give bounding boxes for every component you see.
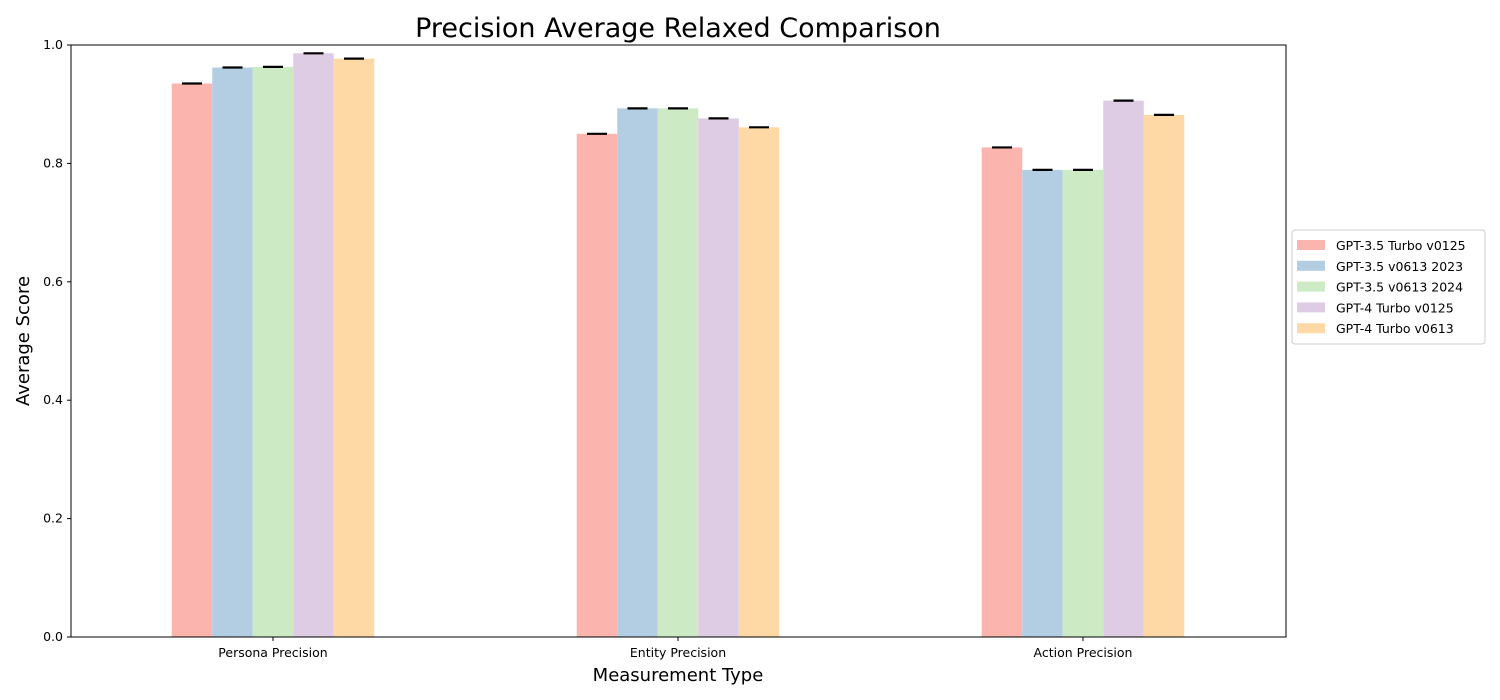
x-tick-label: Action Precision	[1034, 645, 1133, 660]
bar	[333, 58, 375, 637]
legend-label: GPT-4 Turbo v0125	[1336, 300, 1454, 315]
bar	[617, 108, 658, 638]
bar	[1103, 100, 1144, 637]
bar	[981, 147, 1023, 637]
bar	[252, 66, 294, 638]
legend-label: GPT-3.5 Turbo v0125	[1336, 238, 1466, 253]
legend-swatch	[1297, 302, 1325, 313]
legend-swatch	[1297, 323, 1325, 334]
x-tick-label: Persona Precision	[218, 645, 327, 660]
legend-swatch	[1297, 240, 1325, 250]
bar	[698, 118, 739, 637]
bars-layer	[171, 53, 1185, 638]
legend-label: GPT-4 Turbo v0613	[1336, 321, 1454, 336]
y-tick-label: 0.8	[43, 155, 63, 170]
y-tick-label: 0.4	[43, 392, 63, 407]
y-tick-label: 0.2	[43, 511, 63, 526]
bar	[576, 133, 618, 638]
bar	[738, 127, 780, 638]
legend-swatch	[1297, 260, 1325, 271]
plot-frame	[70, 44, 1287, 638]
legend-label: GPT-3.5 v0613 2024	[1336, 280, 1463, 295]
legend: GPT-3.5 Turbo v0125 GPT-3.5 v0613 2023 GPT…	[1291, 229, 1486, 345]
bar	[1062, 169, 1104, 638]
bar	[1143, 114, 1185, 637]
y-axis-label: Average Score	[13, 276, 34, 406]
errorbar-layer	[182, 52, 1174, 172]
y-axis: 0.0 0.2 0.4 0.6 0.8 1.0	[43, 37, 71, 644]
bar	[212, 67, 253, 638]
x-axis-label: Measurement Type	[593, 665, 764, 686]
bar	[1022, 169, 1063, 638]
bar	[657, 108, 699, 638]
legend-label: GPT-3.5 v0613 2023	[1336, 259, 1463, 274]
x-tick-label: Entity Precision	[630, 645, 726, 660]
x-axis: Persona Precision Entity Precision Action …	[218, 637, 1132, 660]
y-tick-label: 0.6	[43, 274, 63, 289]
chart-title: Precision Average Relaxed Comparison	[415, 13, 941, 44]
y-tick-label: 1.0	[43, 37, 63, 52]
legend-swatch	[1297, 281, 1325, 292]
legend-box	[1291, 229, 1486, 345]
bar	[171, 83, 213, 638]
bar	[293, 53, 334, 637]
y-tick-label: 0.0	[43, 629, 63, 644]
